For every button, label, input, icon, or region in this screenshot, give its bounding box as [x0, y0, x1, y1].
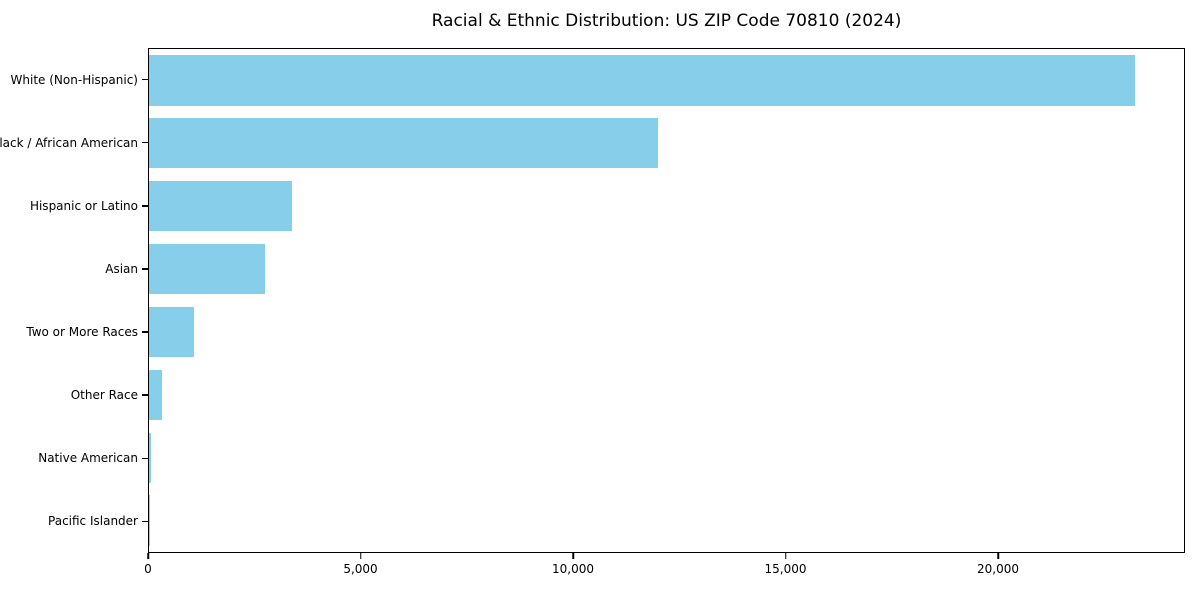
bar	[149, 181, 292, 232]
y-label-row: Asian	[0, 237, 148, 300]
bar-row	[149, 238, 1184, 301]
y-label-row: Hispanic or Latino	[0, 174, 148, 237]
y-label-row: Other Race	[0, 364, 148, 427]
y-tick-label: White (Non-Hispanic)	[10, 72, 138, 87]
y-label-row: Pacific Islander	[0, 490, 148, 553]
bar	[149, 118, 659, 169]
x-tick-mark	[147, 553, 149, 559]
bar	[149, 55, 1136, 106]
y-tick-label: Black / African American	[0, 135, 138, 150]
y-tick-mark	[142, 394, 148, 396]
chart-title: Racial & Ethnic Distribution: US ZIP Cod…	[431, 11, 902, 31]
x-tick-label: 0	[144, 562, 152, 576]
bar	[149, 243, 265, 295]
y-tick-mark	[142, 331, 148, 333]
x-tick-mark	[572, 553, 574, 559]
y-tick-label: Asian	[105, 261, 138, 276]
bar-row	[149, 301, 1184, 364]
y-tick-label: Native American	[38, 451, 138, 466]
y-label-row: Black / African American	[0, 111, 148, 174]
y-label-row: Native American	[0, 427, 148, 490]
x-tick-label: 10,000	[552, 562, 594, 576]
y-tick-mark	[142, 457, 148, 460]
y-tick-mark	[142, 78, 148, 81]
x-tick-label: 5,000	[343, 562, 378, 576]
bars-area	[149, 49, 1184, 552]
bar-row	[149, 112, 1184, 175]
y-tick-label: Pacific Islander	[48, 514, 138, 529]
y-tick-label: Two or More Races	[26, 325, 138, 340]
bar	[149, 306, 194, 358]
y-tick-mark	[142, 141, 148, 144]
y-tick-mark	[142, 268, 148, 270]
x-axis: 0 5,000 10,000 15,000 20,000	[144, 553, 1185, 587]
bar-row	[149, 489, 1184, 552]
y-label-row: Two or More Races	[0, 301, 148, 364]
bar	[149, 369, 162, 420]
y-tick-mark	[142, 205, 148, 207]
bar	[149, 432, 151, 483]
y-axis-labels: White (Non-Hispanic) Black / African Amer…	[0, 48, 148, 553]
bar-row	[149, 49, 1184, 112]
plot-area	[148, 48, 1185, 553]
y-tick-label: Hispanic or Latino	[29, 198, 138, 213]
x-tick-label: 15,000	[764, 562, 807, 576]
y-tick-mark	[142, 520, 148, 523]
x-tick-label: 20,000	[977, 562, 1019, 576]
bar-row	[149, 363, 1184, 426]
y-label-row: White (Non-Hispanic)	[0, 48, 148, 111]
x-tick-mark	[997, 553, 999, 559]
bar-row	[149, 426, 1184, 489]
x-tick-mark	[784, 553, 787, 559]
y-tick-label: Other Race	[70, 388, 138, 403]
bar-row	[149, 175, 1184, 238]
x-tick-mark	[359, 553, 362, 559]
